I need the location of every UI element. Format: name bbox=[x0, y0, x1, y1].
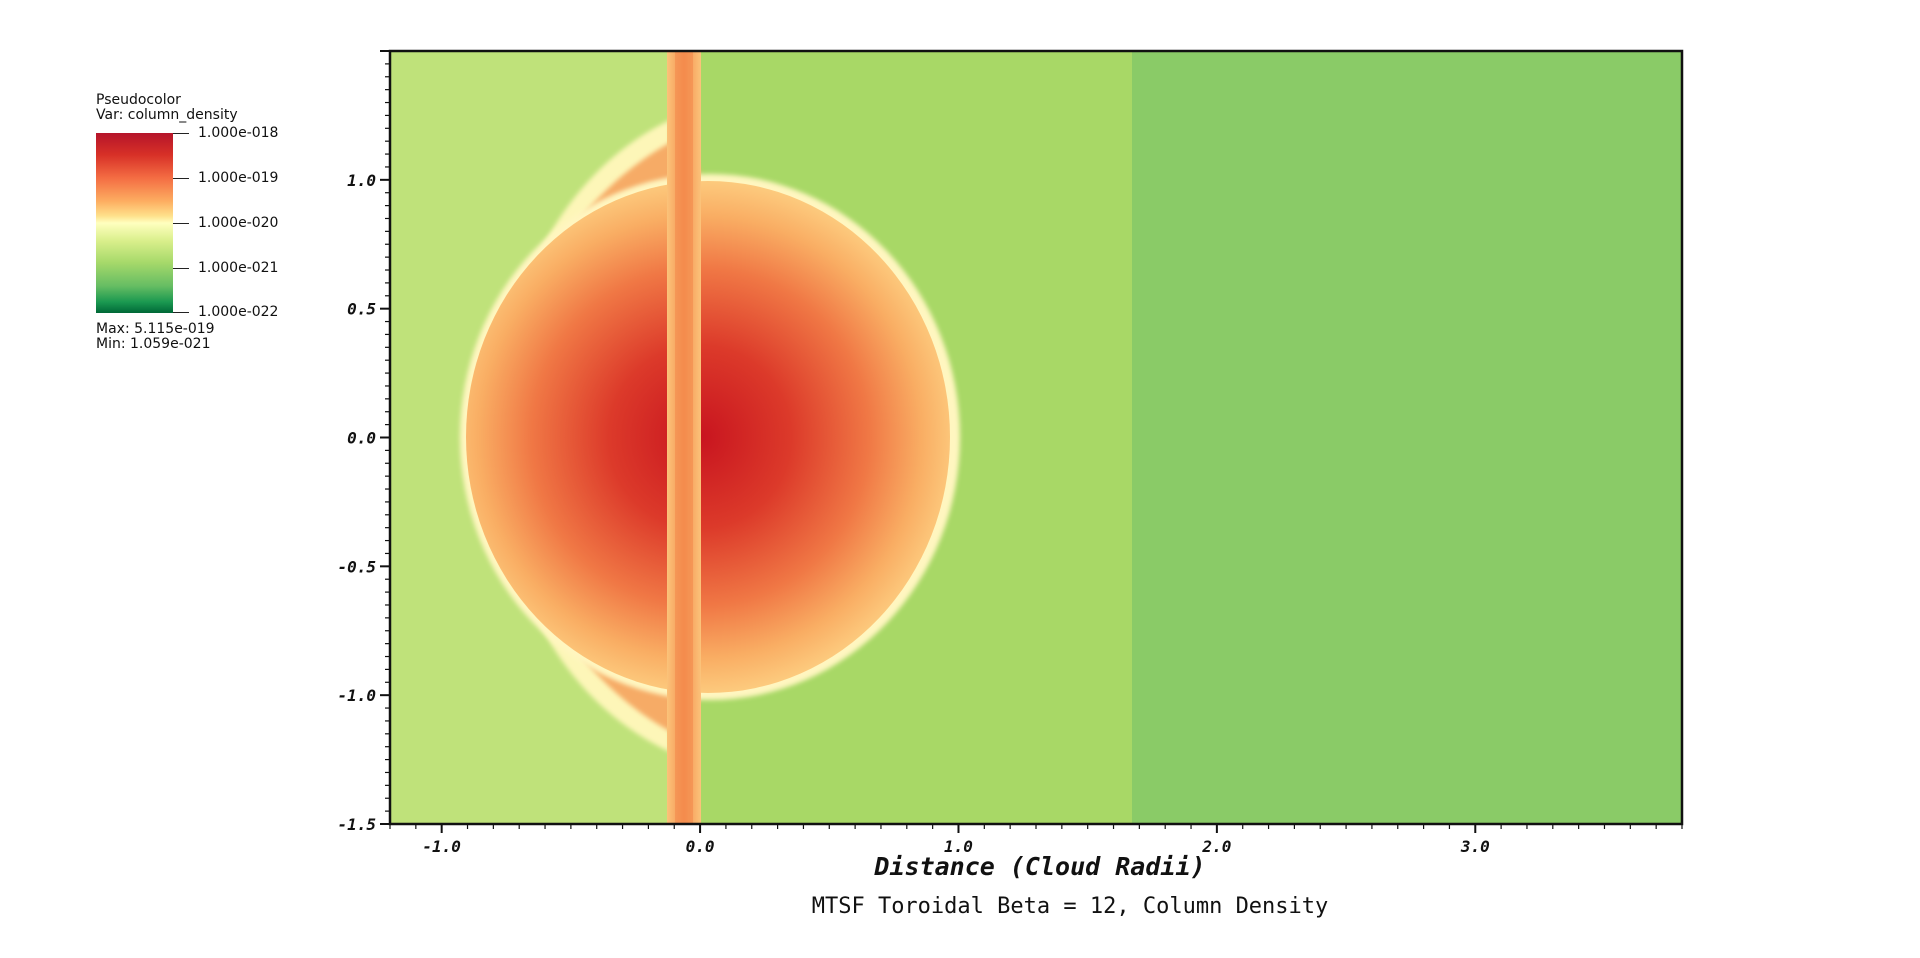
legend-max-label: Max: 5.115e-019 bbox=[96, 321, 215, 337]
axis-ticks bbox=[380, 50, 1683, 833]
x-tick-label: 1.0 bbox=[944, 837, 973, 856]
colorbar-tick bbox=[173, 178, 189, 179]
axis-tick-labels: -1.0 0.0 1.0 2.0 3.0 -1.5 -1.0 -0.5 0.0 0.5 1.0 bbox=[337, 171, 1489, 856]
y-tick-label: 0.0 bbox=[347, 429, 376, 448]
y-tick-label: -1.0 bbox=[337, 686, 376, 705]
colorbar-label: 1.000e-019 bbox=[198, 170, 279, 186]
color-legend: Pseudocolor Var: column_density 1.000e-0… bbox=[96, 93, 316, 363]
y-tick-label: -0.5 bbox=[337, 557, 376, 576]
x-tick-label: -1.0 bbox=[422, 837, 461, 856]
background-downstream bbox=[1132, 51, 1682, 824]
colorbar-tick bbox=[173, 223, 189, 224]
colorbar-tick bbox=[173, 133, 189, 134]
y-tick-label: 0.5 bbox=[347, 300, 376, 319]
colorbar-label: 1.000e-021 bbox=[198, 260, 279, 276]
x-tick-label: 3.0 bbox=[1460, 837, 1490, 856]
legend-var-label: Var: column_density bbox=[96, 107, 238, 123]
colorbar-label: 1.000e-020 bbox=[198, 215, 279, 231]
chart-title: MTSF Toroidal Beta = 12, Column Density bbox=[811, 894, 1329, 919]
x-axis-label: Distance (Cloud Radii) bbox=[874, 852, 1206, 881]
x-tick-label: 0.0 bbox=[686, 837, 715, 856]
x-tick-label: 2.0 bbox=[1201, 837, 1231, 856]
legend-min-label: Min: 1.059e-021 bbox=[96, 336, 211, 352]
colorbar-tick bbox=[173, 268, 189, 269]
cloud-core bbox=[466, 181, 950, 693]
y-tick-label: -1.5 bbox=[337, 815, 376, 834]
colorbar bbox=[96, 133, 173, 313]
colorbar-label: 1.000e-022 bbox=[198, 304, 279, 320]
colorbar-label: 1.000e-018 bbox=[198, 125, 279, 141]
colorbar-tick bbox=[173, 312, 189, 313]
legend-type-label: Pseudocolor bbox=[96, 92, 181, 108]
heatmap-field bbox=[390, 51, 1682, 824]
y-tick-label: 1.0 bbox=[347, 171, 376, 190]
